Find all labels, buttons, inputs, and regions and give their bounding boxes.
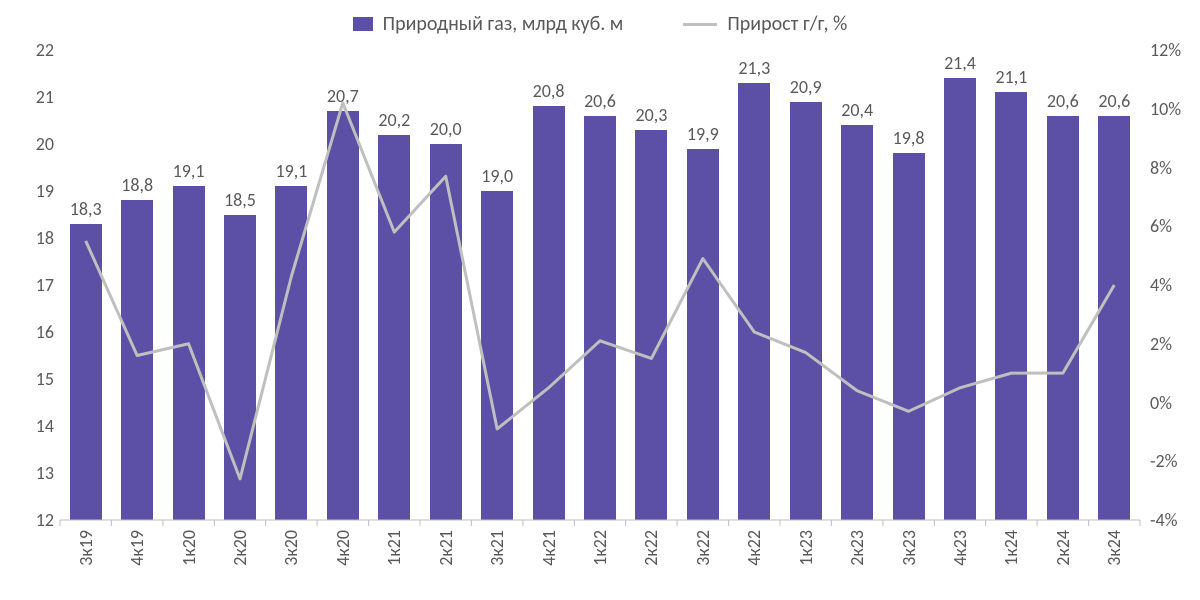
y1-tick-label: 21 [8,86,54,108]
y2-tick-label: 6% [1150,215,1198,237]
plot-area: 1213141516171819202122-4%-2%0%2%4%6%8%10… [60,50,1140,520]
combo-chart: Природный газ, млрд куб. м Прирост г/г, … [0,0,1200,600]
y2-tick-label: -2% [1150,450,1198,472]
y1-tick-label: 22 [8,39,54,61]
x-tick-label: 2к23 [846,530,868,566]
y2-tick-label: 2% [1150,333,1198,355]
x-tick-label: 3к20 [280,530,302,566]
x-tick-label: 3к21 [486,530,508,566]
x-tick-label: 1к20 [178,530,200,566]
y2-tick-label: 8% [1150,157,1198,179]
y1-tick-label: 20 [8,133,54,155]
x-tick-label: 3к23 [898,530,920,566]
legend-label-line: Прирост г/г, % [727,12,847,36]
y1-tick-label: 19 [8,180,54,202]
y1-tick-label: 15 [8,368,54,390]
x-tick-label: 1к22 [589,530,611,566]
growth-line [60,50,1140,520]
y1-tick-label: 18 [8,227,54,249]
y1-tick-label: 16 [8,321,54,343]
x-tick-label: 2к20 [229,530,251,566]
legend-item-bars: Природный газ, млрд куб. м [353,12,624,36]
x-tick-label: 2к24 [1052,530,1074,566]
legend: Природный газ, млрд куб. м Прирост г/г, … [0,12,1200,36]
legend-swatch-line [683,23,717,26]
y1-tick-label: 12 [8,509,54,531]
x-tick-label: 2к22 [640,530,662,566]
x-tick-label: 4к20 [332,530,354,566]
legend-label-bars: Природный газ, млрд куб. м [383,12,624,36]
x-tick-label: 3к19 [75,530,97,566]
legend-swatch-bar [353,17,373,31]
x-tick-label: 4к22 [743,530,765,566]
x-tick-label: 4к23 [949,530,971,566]
x-tick-label: 2к21 [435,530,457,566]
x-tick-label: 1к23 [795,530,817,566]
legend-item-line: Прирост г/г, % [683,12,847,36]
y2-tick-label: -4% [1150,509,1198,531]
y1-tick-label: 14 [8,415,54,437]
y1-tick-label: 13 [8,462,54,484]
y2-tick-label: 0% [1150,392,1198,414]
y2-tick-label: 4% [1150,274,1198,296]
x-tick-label: 1к21 [383,530,405,566]
y1-tick-label: 17 [8,274,54,296]
x-tick-label: 4к21 [538,530,560,566]
x-tick-label: 1к24 [1000,530,1022,566]
x-tick-label: 4к19 [126,530,148,566]
y2-tick-label: 10% [1150,98,1198,120]
x-tick-label: 3к22 [692,530,714,566]
y2-tick-label: 12% [1150,39,1198,61]
x-tick-label: 3к24 [1103,530,1125,566]
